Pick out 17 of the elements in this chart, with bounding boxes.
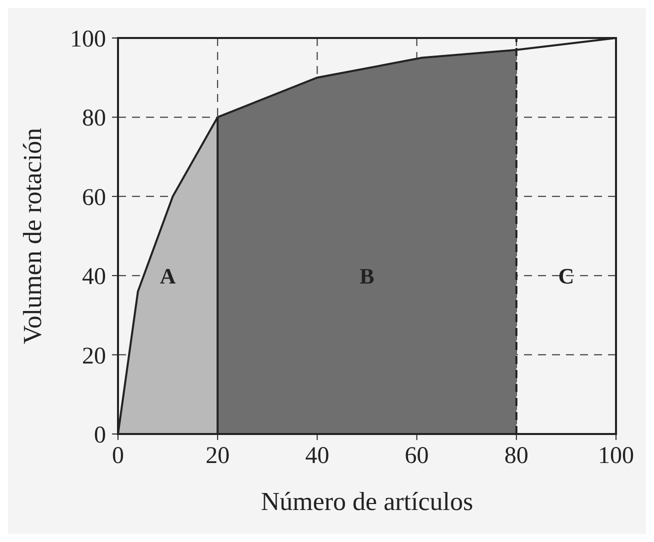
x-tick-label: 0 — [112, 443, 124, 470]
x-tick-label: 60 — [404, 443, 429, 470]
y-tick-label: 80 — [82, 106, 106, 132]
y-tick-label: 60 — [82, 184, 106, 211]
y-tick-label: 0 — [94, 422, 106, 449]
annotation: C — [558, 263, 574, 288]
y-tick-label: 20 — [82, 343, 106, 370]
x-tick-label: 20 — [206, 443, 230, 470]
x-tick-label: 40 — [305, 443, 330, 470]
annotation: B — [360, 263, 375, 288]
y-tick-label: 100 — [70, 26, 106, 53]
x-tick-label: 100 — [598, 443, 634, 470]
x-axis-title: Número de artículos — [260, 487, 474, 516]
y-tick-label: 40 — [82, 264, 106, 290]
x-tick-label: 80 — [504, 443, 528, 470]
annotation: A — [160, 263, 176, 288]
y-axis-title: Volumen de rotación — [18, 128, 48, 344]
